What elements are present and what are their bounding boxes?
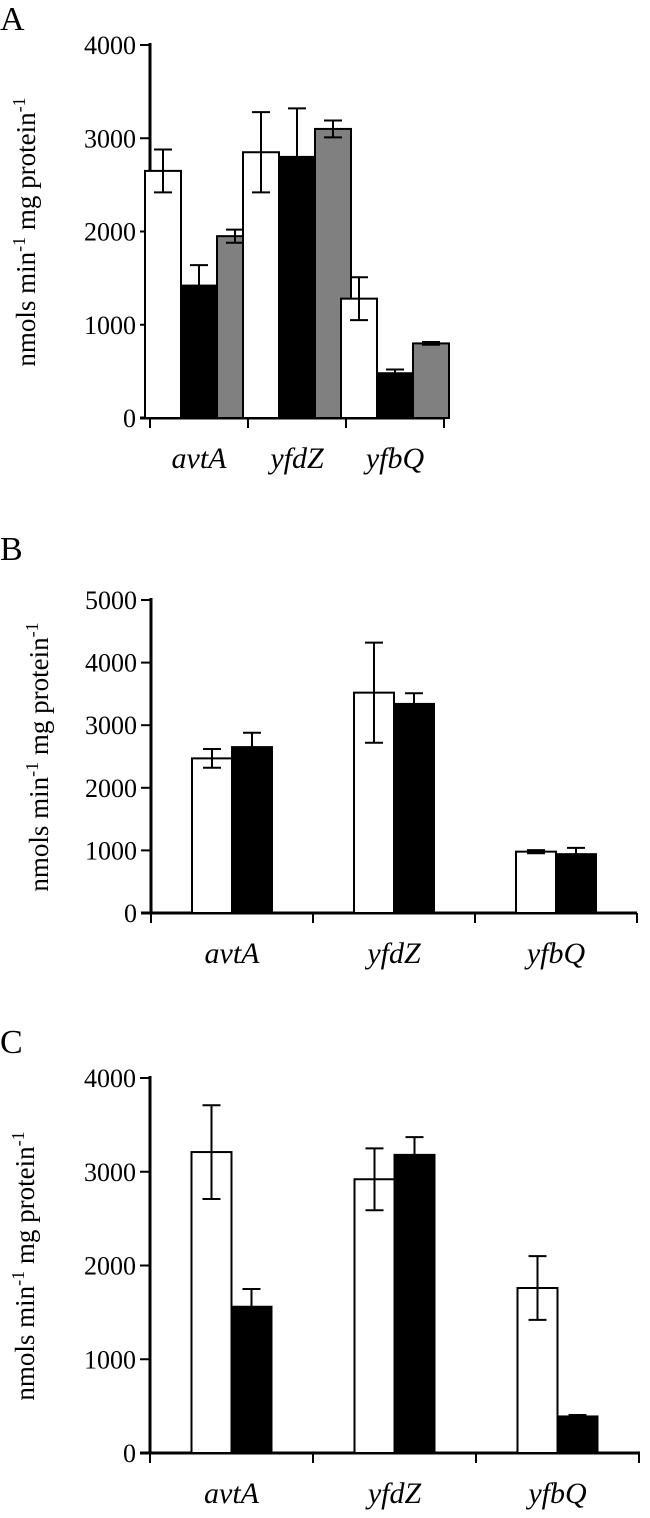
y-tick-label: 2000 [84, 1252, 136, 1281]
error-bar [203, 747, 221, 769]
y-tick-label: 4000 [84, 31, 136, 60]
y-tick-label: 3000 [84, 1158, 136, 1187]
y-tick-label: 4000 [85, 649, 137, 678]
error-bar [568, 1414, 587, 1419]
error-bar [528, 1255, 547, 1321]
x-tick-label: yfdZ [267, 442, 324, 475]
x-tick-label: avtA [204, 1477, 260, 1510]
bar [191, 757, 233, 914]
y-tick-label: 2000 [85, 774, 137, 803]
error-bar [405, 1136, 424, 1174]
bar [353, 1178, 396, 1454]
error-bar [405, 692, 423, 716]
y-axis-label: nmols min-1 mg protein-1 [22, 622, 54, 891]
error-bar [190, 264, 208, 308]
error-bar [242, 1287, 261, 1326]
y-tick-label: 3000 [85, 711, 137, 740]
error-bar [202, 1104, 221, 1200]
y-tick-label: 3000 [84, 124, 136, 153]
error-bar [365, 641, 383, 744]
error-bar [527, 849, 545, 855]
bar [393, 702, 435, 914]
x-tick-label: yfbQ [525, 1477, 587, 1510]
y-tick-label: 2000 [84, 218, 136, 247]
y-tick-label: 5000 [85, 586, 137, 615]
bar [412, 342, 450, 419]
bar [231, 746, 273, 914]
bar [556, 1415, 599, 1454]
x-tick-label: yfbQ [363, 442, 425, 475]
y-tick-label: 0 [123, 1439, 136, 1468]
bar [190, 1151, 233, 1454]
error-bar [365, 1147, 384, 1212]
y-axis-label: nmols min-1 mg protein-1 [9, 97, 41, 366]
error-bar [386, 368, 404, 378]
bar [230, 1305, 273, 1454]
y-axis-label: nmols min-1 mg protein-1 [8, 1131, 40, 1400]
panel-label: B [0, 531, 23, 568]
y-tick-label: 1000 [84, 311, 136, 340]
error-bar [226, 228, 244, 244]
error-bar [324, 119, 342, 139]
x-tick-label: yfbQ [524, 937, 586, 970]
y-tick-label: 0 [124, 899, 137, 928]
y-tick-label: 1000 [84, 1345, 136, 1374]
panel-label: A [0, 1, 25, 38]
bar [555, 853, 597, 915]
error-bar [252, 111, 270, 194]
x-tick-label: yfdZ [364, 937, 421, 970]
bar [393, 1153, 436, 1454]
panel-label: C [0, 1024, 23, 1061]
error-bar [350, 276, 368, 322]
x-tick-label: avtA [205, 937, 261, 970]
bar [242, 151, 280, 420]
error-bar [288, 107, 306, 207]
bar [515, 850, 557, 915]
y-tick-label: 1000 [85, 836, 137, 865]
error-bar [154, 148, 172, 194]
y-tick-label: 0 [123, 404, 136, 433]
bar [144, 169, 182, 419]
error-bar [422, 341, 440, 346]
x-tick-label: yfdZ [365, 1477, 422, 1510]
error-bar [567, 846, 585, 862]
error-bar [243, 731, 261, 763]
bar [376, 372, 414, 419]
x-tick-label: avtA [172, 442, 228, 475]
y-tick-label: 4000 [84, 1064, 136, 1093]
